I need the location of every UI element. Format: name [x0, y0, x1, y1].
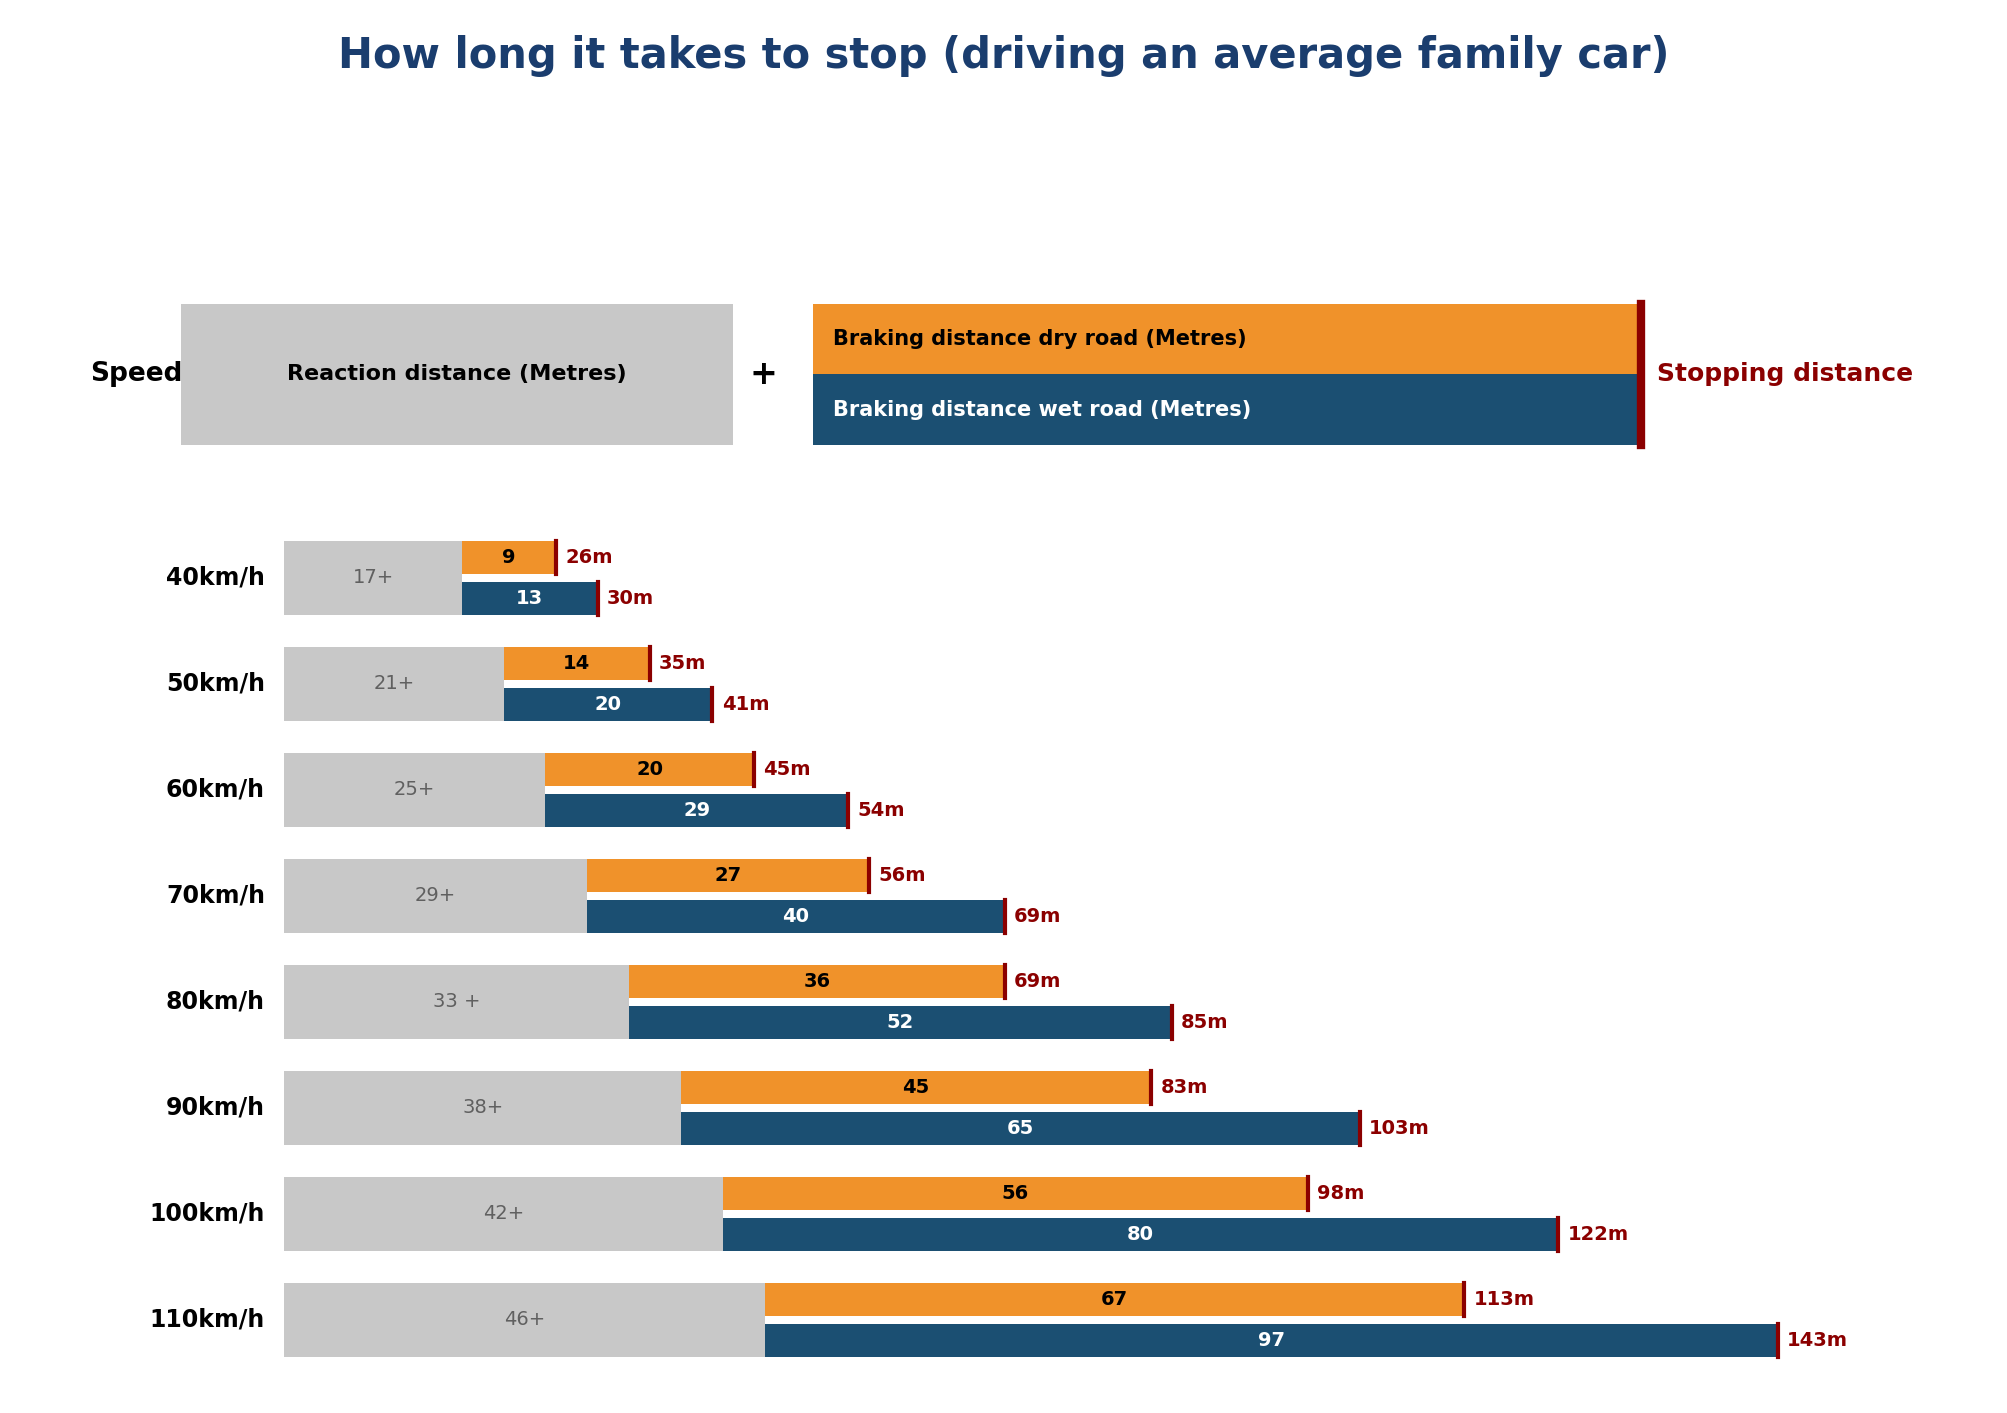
Text: 80: 80 — [1126, 1225, 1154, 1243]
Text: 20: 20 — [636, 760, 662, 779]
Bar — [765, 1283, 1463, 1316]
Text: 98m: 98m — [1317, 1184, 1363, 1202]
Bar — [723, 1218, 1557, 1251]
Circle shape — [1379, 407, 1445, 444]
Text: 27: 27 — [714, 866, 741, 885]
Text: 85m: 85m — [1180, 1013, 1228, 1031]
Circle shape — [1401, 420, 1423, 431]
Bar — [285, 647, 504, 721]
Text: 80km/h: 80km/h — [167, 991, 265, 1015]
Bar — [628, 1006, 1172, 1039]
Text: 122m: 122m — [1567, 1225, 1628, 1243]
Bar — [1355, 304, 1616, 374]
Text: 90km/h: 90km/h — [167, 1096, 265, 1121]
Text: 35m: 35m — [658, 654, 706, 673]
Bar — [586, 900, 1004, 933]
Bar — [285, 1177, 723, 1251]
Circle shape — [1519, 407, 1588, 444]
Text: 110km/h: 110km/h — [151, 1308, 265, 1332]
Text: 9: 9 — [502, 548, 516, 567]
Text: 83m: 83m — [1160, 1078, 1206, 1096]
Text: How long it takes to stop (driving an average family car): How long it takes to stop (driving an av… — [337, 35, 1670, 78]
Text: 13: 13 — [516, 589, 544, 608]
Text: 25+: 25+ — [393, 780, 436, 800]
Text: 33 +: 33 + — [434, 992, 480, 1012]
Text: +: + — [749, 357, 777, 391]
Circle shape — [1543, 420, 1563, 431]
Text: 29+: 29+ — [415, 886, 456, 906]
Text: 97: 97 — [1256, 1331, 1284, 1349]
Text: 100km/h: 100km/h — [149, 1202, 265, 1226]
Text: 41m: 41m — [721, 695, 769, 714]
Text: 45m: 45m — [763, 760, 811, 779]
Text: Stopping distance: Stopping distance — [1656, 363, 1913, 386]
Text: 54m: 54m — [857, 801, 905, 820]
Bar — [504, 688, 712, 721]
Text: Reaction distance (Metres): Reaction distance (Metres) — [287, 365, 626, 384]
Bar — [462, 582, 598, 615]
FancyBboxPatch shape — [1357, 356, 1602, 424]
Text: 40: 40 — [783, 907, 809, 926]
Text: 14: 14 — [562, 654, 590, 673]
Text: 113m: 113m — [1473, 1290, 1533, 1308]
Text: 52: 52 — [887, 1013, 913, 1031]
Text: 50km/h: 50km/h — [167, 673, 265, 695]
Circle shape — [1529, 413, 1578, 438]
Text: Speed: Speed — [90, 362, 183, 387]
Text: 69m: 69m — [1014, 972, 1062, 991]
Text: Braking distance dry road (Metres): Braking distance dry road (Metres) — [833, 329, 1246, 349]
Bar — [546, 794, 847, 827]
Text: 60km/h: 60km/h — [167, 779, 265, 803]
Text: 56: 56 — [1001, 1184, 1028, 1202]
Text: 69m: 69m — [1014, 907, 1062, 926]
Bar — [628, 965, 1004, 998]
Bar — [504, 647, 650, 680]
Text: 30m: 30m — [606, 589, 654, 608]
Text: 143m: 143m — [1786, 1331, 1846, 1349]
Text: 56m: 56m — [877, 866, 925, 885]
Bar — [546, 753, 755, 786]
Text: 17+: 17+ — [351, 568, 393, 588]
Text: 45: 45 — [901, 1078, 929, 1096]
Text: 70km/h: 70km/h — [167, 885, 265, 909]
Text: 20: 20 — [594, 695, 620, 714]
Bar — [285, 965, 628, 1039]
Bar — [1355, 374, 1616, 445]
Text: 65: 65 — [1006, 1119, 1034, 1137]
Text: 36: 36 — [803, 972, 831, 991]
Text: 40km/h: 40km/h — [167, 565, 265, 589]
Text: 103m: 103m — [1369, 1119, 1429, 1137]
Circle shape — [1389, 413, 1435, 438]
Text: 42+: 42+ — [482, 1204, 524, 1224]
Text: 29: 29 — [682, 801, 710, 820]
Text: Braking distance wet road (Metres): Braking distance wet road (Metres) — [833, 400, 1250, 420]
Bar — [462, 541, 556, 574]
Bar — [285, 753, 546, 827]
Bar — [285, 1071, 680, 1145]
Bar — [680, 1071, 1150, 1104]
Bar — [765, 1324, 1776, 1356]
Text: 38+: 38+ — [462, 1098, 504, 1118]
Text: 21+: 21+ — [373, 674, 413, 694]
Text: 46+: 46+ — [504, 1310, 544, 1330]
Text: 67: 67 — [1100, 1290, 1128, 1308]
Bar — [680, 1112, 1359, 1145]
Bar — [285, 541, 462, 615]
Text: 26m: 26m — [564, 548, 612, 567]
Bar — [285, 1283, 765, 1356]
Polygon shape — [1381, 318, 1590, 360]
Bar — [723, 1177, 1307, 1210]
Bar — [285, 859, 586, 933]
Bar — [586, 859, 869, 892]
